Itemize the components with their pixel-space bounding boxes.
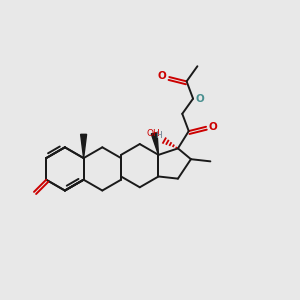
Text: O: O: [196, 94, 205, 104]
Polygon shape: [151, 133, 158, 155]
Text: H: H: [155, 131, 162, 140]
Polygon shape: [81, 134, 87, 158]
Text: OH: OH: [147, 129, 160, 138]
Text: O: O: [209, 122, 218, 132]
Text: O: O: [158, 71, 167, 81]
